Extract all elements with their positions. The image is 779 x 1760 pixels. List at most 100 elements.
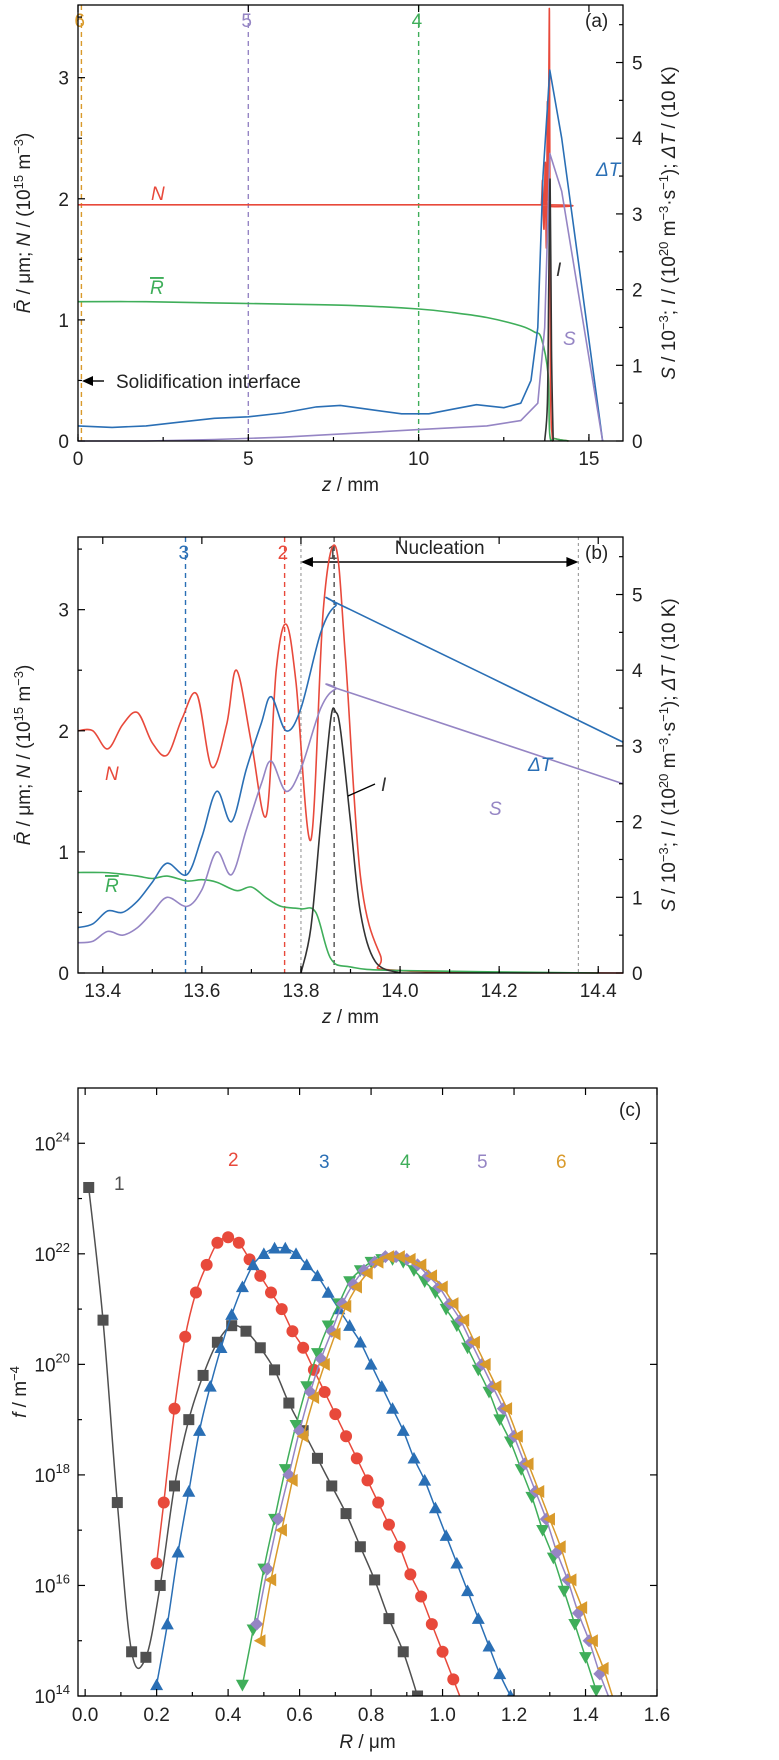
series-5-point	[609, 1695, 612, 1696]
series-6-point	[361, 1266, 373, 1280]
series-3-point	[321, 1286, 335, 1298]
series-1-point	[240, 1325, 252, 1337]
series-2-curve	[155, 1236, 461, 1696]
series-3-point	[310, 1269, 324, 1282]
series-3-point	[461, 1584, 475, 1597]
series-3-point	[214, 1341, 228, 1353]
series-2-point	[168, 1402, 181, 1415]
marker-label-3: 3	[179, 543, 190, 564]
series-2-point	[372, 1496, 385, 1509]
series-4-point	[536, 1524, 550, 1537]
y-right-axis-label: S / 10−3; I / (1020 m−3·s−1); ΔT / (10 K…	[656, 66, 680, 380]
series-rbar-line	[77, 300, 569, 442]
series-3-point	[482, 1639, 496, 1652]
x-tick-label: 13.4	[84, 981, 121, 1002]
series-2-point	[329, 1408, 342, 1421]
series-6-point	[393, 1250, 405, 1264]
y-left-tick-label: 2	[58, 190, 69, 211]
series-label-rbar: R	[150, 278, 164, 299]
series-3-point	[225, 1308, 239, 1320]
y-left-tick-label: 3	[58, 601, 69, 622]
series-3-point	[182, 1484, 196, 1497]
series-6-point	[403, 1252, 416, 1266]
series-2-point	[200, 1258, 213, 1271]
series-3-curve	[155, 1246, 512, 1696]
x-tick-label: 13.8	[282, 981, 319, 1002]
i-pointer	[347, 783, 376, 797]
curve-label-6: 6	[556, 1152, 567, 1173]
y-tick-label: 1024	[34, 1129, 70, 1155]
series-3-point	[375, 1379, 389, 1392]
series-label-dt: ΔT	[595, 160, 622, 181]
x-axis-label: R / μm	[339, 1732, 395, 1753]
curve-label-3: 3	[319, 1152, 330, 1173]
series-6-point	[489, 1379, 502, 1393]
y-right-tick-label: 0	[632, 432, 643, 453]
series-2-point	[350, 1452, 363, 1465]
series-1-point	[111, 1497, 123, 1509]
series-5-point	[271, 1512, 285, 1526]
series-6-point	[382, 1250, 395, 1264]
series-4-point	[568, 1618, 582, 1631]
series-rbar-line	[77, 871, 599, 974]
panel-label: (c)	[619, 1100, 641, 1121]
series-1-point	[326, 1480, 338, 1492]
series-2-point	[157, 1496, 170, 1509]
panel-a: 6 5 4 0 5 10 15 0 1 2 3 0 1 2 3 4 5 (a) z / mm R̄ / μm; N /…	[11, 4, 680, 496]
series-3-point	[343, 1319, 357, 1331]
series-1-point	[211, 1336, 223, 1348]
x-tick-label: 1.2	[501, 1705, 527, 1726]
series-2-point	[458, 1701, 470, 1713]
series-2-point	[447, 1673, 460, 1686]
series-4-point	[235, 1679, 249, 1692]
series-6-point	[328, 1327, 341, 1341]
series-3-point	[364, 1357, 378, 1370]
series-label-s: S	[489, 799, 502, 820]
series-1-point	[183, 1414, 195, 1426]
series-4-point	[321, 1320, 335, 1333]
series-6-point	[478, 1357, 491, 1371]
series-4-point	[289, 1419, 303, 1432]
series-2-point	[415, 1590, 428, 1603]
series-4-point	[300, 1381, 314, 1393]
series-1-point	[254, 1342, 266, 1354]
series-3-point	[268, 1241, 282, 1254]
series-1-point	[83, 1181, 95, 1193]
y-left-tick-label: 1	[58, 311, 69, 332]
x-tick-label: 0.4	[215, 1705, 242, 1726]
x-tick-label: 1.4	[572, 1705, 599, 1726]
series-s-line	[78, 152, 604, 442]
y-tick-label: 1014	[34, 1682, 70, 1708]
series-1-point	[397, 1646, 409, 1658]
series-6-point	[296, 1429, 309, 1443]
panel-label: (a)	[585, 11, 608, 32]
series-2-point	[222, 1231, 235, 1244]
series-6-point	[264, 1573, 277, 1587]
series-6-point	[532, 1484, 545, 1498]
series-2-point	[232, 1236, 245, 1249]
series-2-point	[189, 1286, 202, 1299]
series-1-point	[126, 1646, 138, 1658]
curve-label-5: 5	[477, 1152, 488, 1173]
y-right-axis-label: S / 10−3; I / (1020 m−3·s−1); ΔT / (10 K…	[656, 598, 680, 912]
series-label-s: S	[563, 329, 576, 350]
series-2-point	[254, 1269, 267, 1282]
x-tick-label: 5	[243, 449, 254, 470]
y-tick-label: 1022	[34, 1240, 70, 1266]
series-label-rbar: R	[105, 876, 119, 897]
series-4-curve	[241, 1258, 597, 1691]
series-3-point	[493, 1667, 507, 1680]
x-tick-label: 15	[578, 449, 599, 470]
series-label-dt: ΔT	[527, 755, 554, 776]
series-3-point	[407, 1451, 421, 1464]
series-6-point	[564, 1573, 577, 1587]
y-left-tick-label: 0	[58, 964, 69, 985]
x-tick-label: 0.2	[143, 1705, 169, 1726]
series-1-point	[369, 1574, 381, 1586]
series-2-point	[361, 1474, 374, 1487]
series-6-point	[350, 1280, 362, 1294]
series-1-point	[383, 1613, 395, 1625]
series-6-point	[253, 1634, 266, 1648]
y-right-tick-label: 0	[632, 964, 643, 985]
series-i-line	[300, 707, 401, 974]
